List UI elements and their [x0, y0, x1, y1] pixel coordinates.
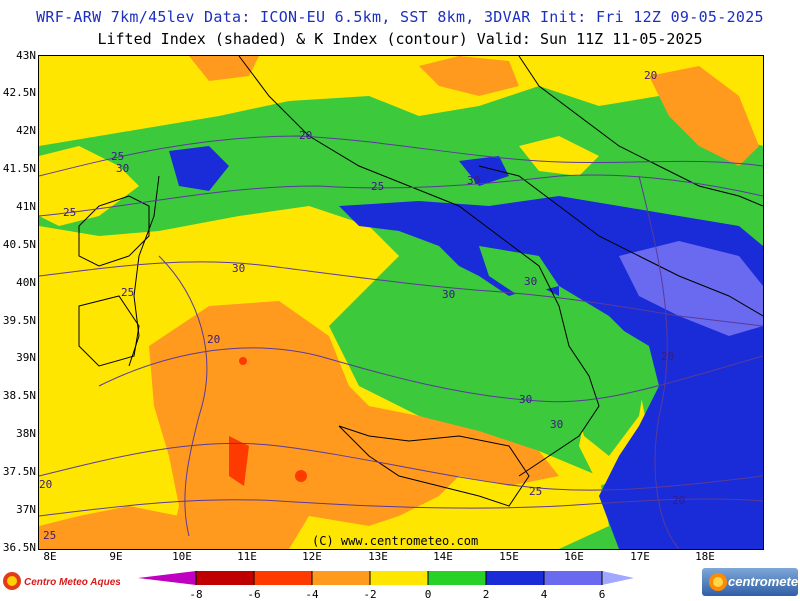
lon-label: 17E	[630, 550, 650, 563]
lat-label: 40.5N	[2, 238, 36, 251]
colorbar-tick: -6	[247, 588, 261, 601]
lat-label: 42.5N	[2, 86, 36, 99]
lat-label: 38.5N	[2, 389, 36, 402]
lon-label: 13E	[368, 550, 388, 563]
lon-label: 8E	[43, 550, 57, 563]
contour-label: 20	[644, 69, 657, 82]
contour-label: 30	[116, 162, 129, 175]
lat-label: 43N	[16, 49, 36, 62]
map-title-line2: Lifted Index (shaded) & K Index (contour…	[97, 30, 703, 48]
contour-label: 25	[371, 180, 384, 193]
logo-right-text: centrometeo	[728, 574, 800, 589]
contour-label: 30	[467, 174, 480, 187]
logo-left-svg: Centro Meteo Aquesio	[3, 572, 130, 590]
contour-label: 20	[39, 478, 52, 491]
lon-label: 11E	[237, 550, 257, 563]
lon-label: 14E	[433, 550, 453, 563]
colorbar-svg	[138, 571, 634, 585]
colorbar-tick: -2	[363, 588, 377, 601]
lon-label: 18E	[695, 550, 715, 563]
lat-label: 37.5N	[2, 465, 36, 478]
contour-label: 30	[442, 288, 455, 301]
lat-label: 41N	[16, 200, 36, 213]
lon-label: 16E	[564, 550, 584, 563]
lat-label: 38N	[16, 427, 36, 440]
lon-label: 12E	[302, 550, 322, 563]
lifted-index-map: 20 25 30 20 25 30 25 30 20 30 30 20 25 3…	[38, 55, 764, 550]
map-field-svg: 20 25 30 20 25 30 25 30 20 30 30 20 25 3…	[39, 56, 763, 549]
contour-label: 25	[529, 485, 542, 498]
contour-label: 30	[524, 275, 537, 288]
colorbar-tick: 2	[482, 588, 490, 601]
lat-label: 42N	[16, 124, 36, 137]
contour-label: 30	[232, 262, 245, 275]
contour-label: 20	[299, 129, 312, 142]
lat-label: 36.5N	[2, 541, 36, 554]
map-title-line1: WRF-ARW 7km/45lev Data: ICON-EU 6.5km, S…	[36, 8, 764, 26]
centrometeo-logo: centrometeo	[702, 568, 800, 596]
colorbar-tick: 6	[598, 588, 606, 601]
lat-label: 37N	[16, 503, 36, 516]
lat-label: 39.5N	[2, 314, 36, 327]
contour-label: 30	[550, 418, 563, 431]
colorbar-tick: -8	[189, 588, 203, 601]
colorbar-tick: 0	[424, 588, 432, 601]
lat-label: 40N	[16, 276, 36, 289]
contour-label: 20	[661, 350, 674, 363]
lon-label: 9E	[109, 550, 123, 563]
colorbar-tick: 4	[540, 588, 548, 601]
sun-icon	[709, 573, 727, 591]
logo-left-text: Centro Meteo Aquesio	[24, 577, 120, 588]
centro-meteo-aquesio-logo: Centro Meteo Aquesio	[2, 568, 130, 594]
lat-label: 41.5N	[2, 162, 36, 175]
contour-label: 20	[672, 494, 685, 507]
contour-label: 25	[43, 529, 56, 542]
lon-label: 10E	[172, 550, 192, 563]
colorbar-tick: -4	[305, 588, 319, 601]
lon-label: 15E	[499, 550, 519, 563]
contour-label: 25	[121, 286, 134, 299]
copyright-text: (C) www.centrometeo.com	[312, 534, 479, 548]
lat-label: 39N	[16, 351, 36, 364]
contour-label: 25	[111, 150, 124, 163]
contour-label: 20	[207, 333, 220, 346]
contour-label: 30	[519, 393, 532, 406]
contour-label: 25	[63, 206, 76, 219]
